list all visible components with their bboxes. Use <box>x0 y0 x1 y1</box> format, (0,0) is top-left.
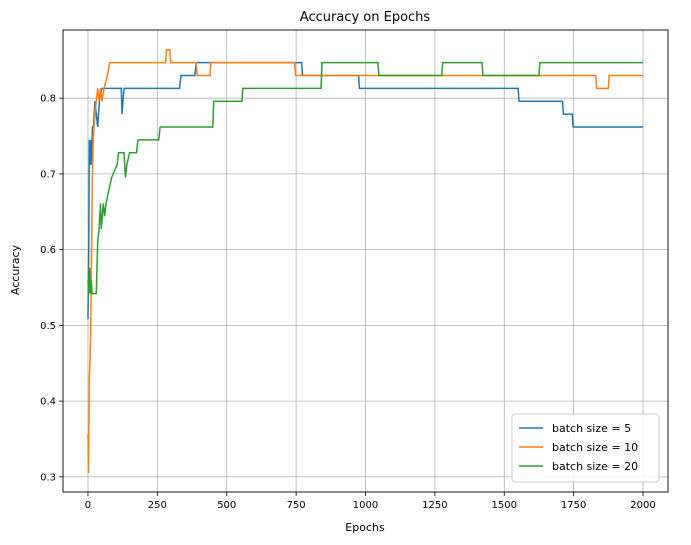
x-tick-label: 2000 <box>630 500 655 511</box>
y-tick-label: 0.4 <box>40 397 56 408</box>
legend-label-3: batch size = 20 <box>552 460 638 473</box>
x-axis-ticks: 0 250 500 750 1000 1250 1500 1750 2000 <box>85 492 656 511</box>
series-line-3 <box>87 61 644 295</box>
y-tick-label: 0.6 <box>40 245 56 256</box>
x-tick-label: 1250 <box>422 500 447 511</box>
y-tick-label: 0.5 <box>40 321 56 332</box>
legend: batch size = 5 batch size = 10 batch size … <box>511 413 660 483</box>
x-tick-label: 0 <box>85 500 91 511</box>
series-lines <box>87 48 644 474</box>
x-tick-label: 750 <box>287 500 306 511</box>
legend-label-2: batch size = 10 <box>552 441 638 454</box>
y-axis-ticks: 0.3 0.4 0.5 0.6 0.7 0.8 <box>40 94 63 483</box>
y-tick-label: 0.7 <box>40 169 56 180</box>
x-tick-label: 500 <box>217 500 236 511</box>
y-tick-label: 0.3 <box>40 472 56 483</box>
x-axis-label: Epochs <box>345 521 385 534</box>
series-line-1 <box>87 61 644 320</box>
chart-title: Accuracy on Epochs <box>300 10 431 25</box>
legend-box <box>511 413 660 483</box>
y-tick-label: 0.8 <box>40 94 56 105</box>
legend-label-1: batch size = 5 <box>552 422 631 435</box>
x-tick-label: 1000 <box>353 500 378 511</box>
x-tick-label: 250 <box>148 500 167 511</box>
x-tick-label: 1500 <box>492 500 517 511</box>
y-axis-label: Accuracy <box>9 244 22 295</box>
x-tick-label: 1750 <box>561 500 586 511</box>
series-line-2 <box>87 48 644 474</box>
